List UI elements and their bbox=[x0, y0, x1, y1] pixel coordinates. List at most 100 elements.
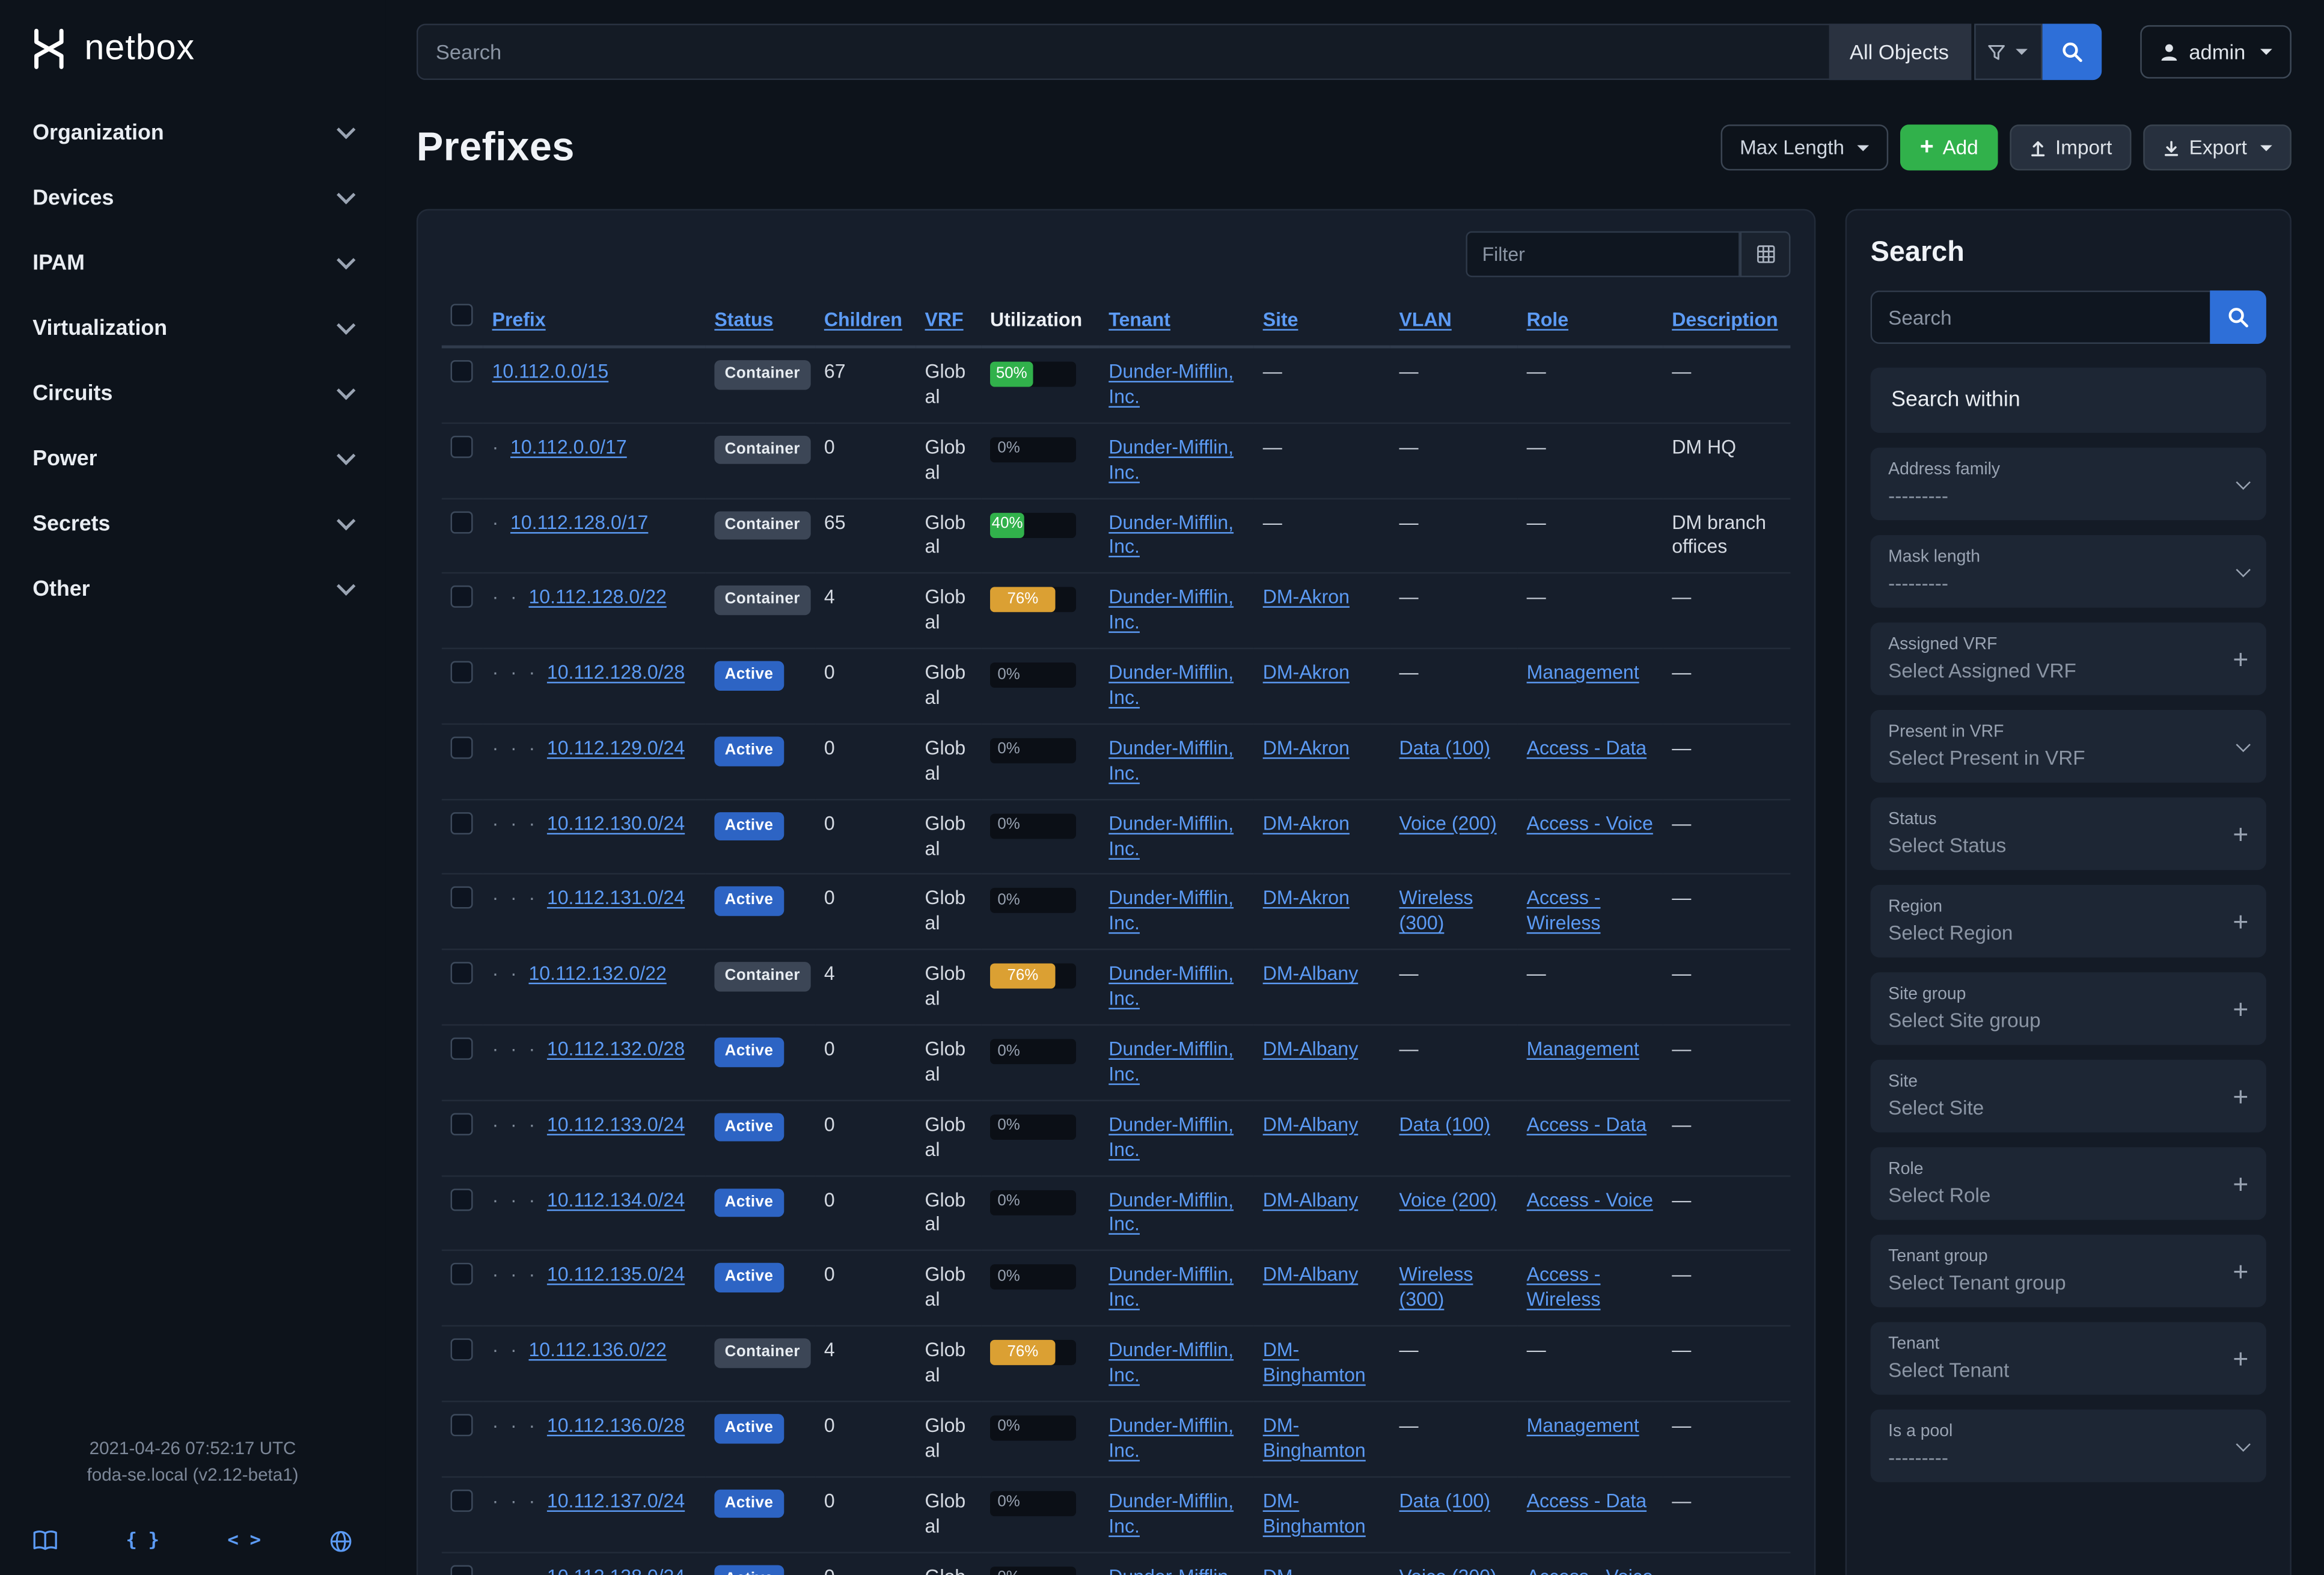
row-checkbox[interactable] bbox=[450, 1338, 473, 1361]
filter-field-tenant[interactable]: Tenant Select Tenant + bbox=[1870, 1322, 2266, 1395]
site-link[interactable]: DM-Binghamton bbox=[1262, 1338, 1366, 1386]
vlan-link[interactable]: Wireless (300) bbox=[1399, 1263, 1473, 1311]
tenant-link[interactable]: Dunder-Mifflin, Inc. bbox=[1108, 661, 1234, 709]
role-link[interactable]: Access - Voice bbox=[1526, 1188, 1653, 1211]
site-link[interactable]: DM-Albany bbox=[1262, 1263, 1359, 1286]
vlan-link[interactable]: Voice (200) bbox=[1399, 1188, 1497, 1211]
site-link[interactable]: DM-Akron bbox=[1262, 887, 1350, 910]
tenant-link[interactable]: Dunder-Mifflin, Inc. bbox=[1108, 1188, 1234, 1236]
column-config-button[interactable] bbox=[1740, 231, 1791, 278]
site-link[interactable]: DM-Akron bbox=[1262, 736, 1350, 759]
tenant-link[interactable]: Dunder-Mifflin, Inc. bbox=[1108, 962, 1234, 1010]
role-link[interactable]: Management bbox=[1526, 661, 1639, 684]
prefix-link[interactable]: 10.112.133.0/24 bbox=[546, 1113, 685, 1136]
brand-logo[interactable]: netbox bbox=[21, 15, 365, 101]
column-sort-link[interactable]: Prefix bbox=[492, 308, 546, 331]
row-checkbox[interactable] bbox=[450, 1564, 473, 1575]
vlan-link[interactable]: Voice (200) bbox=[1399, 1564, 1497, 1575]
filter-field-present-in-vrf[interactable]: Present in VRF Select Present in VRF bbox=[1870, 710, 2266, 783]
prefix-link[interactable]: 10.112.131.0/24 bbox=[546, 887, 685, 910]
tenant-link[interactable]: Dunder-Mifflin, Inc. bbox=[1108, 812, 1234, 860]
column-sort-link[interactable]: Role bbox=[1526, 308, 1569, 331]
filter-field-tenant-group[interactable]: Tenant group Select Tenant group + bbox=[1870, 1234, 2266, 1307]
prefix-link[interactable]: 10.112.136.0/28 bbox=[546, 1414, 685, 1437]
tenant-link[interactable]: Dunder-Mifflin, Inc. bbox=[1108, 1489, 1234, 1537]
prefix-link[interactable]: 10.112.138.0/24 bbox=[547, 1564, 685, 1575]
site-link[interactable]: DM-Akron bbox=[1262, 812, 1350, 834]
panel-search-button[interactable] bbox=[2210, 290, 2266, 344]
search-filter-button[interactable] bbox=[1974, 23, 2043, 81]
role-link[interactable]: Access - Data bbox=[1526, 736, 1647, 759]
column-sort-link[interactable]: VLAN bbox=[1399, 308, 1452, 331]
select-all-checkbox[interactable] bbox=[450, 304, 473, 326]
sidebar-item-organization[interactable]: Organization bbox=[21, 101, 365, 166]
site-link[interactable]: DM-Binghamton bbox=[1262, 1414, 1366, 1461]
export-button[interactable]: Export bbox=[2143, 124, 2292, 171]
row-checkbox[interactable] bbox=[450, 812, 473, 834]
prefix-link[interactable]: 10.112.128.0/22 bbox=[528, 586, 667, 608]
tenant-link[interactable]: Dunder-Mifflin, Inc. bbox=[1108, 1414, 1234, 1461]
panel-search-input[interactable] bbox=[1870, 290, 2210, 344]
site-link[interactable]: DM-Albany bbox=[1262, 962, 1359, 985]
row-checkbox[interactable] bbox=[450, 435, 473, 458]
column-sort-link[interactable]: Children bbox=[824, 308, 902, 331]
column-sort-link[interactable]: Tenant bbox=[1108, 308, 1170, 331]
filter-field-site[interactable]: Site Select Site + bbox=[1870, 1059, 2266, 1133]
sidebar-item-secrets[interactable]: Secrets bbox=[21, 492, 365, 557]
docs-book-icon[interactable] bbox=[32, 1530, 58, 1552]
role-link[interactable]: Management bbox=[1526, 1037, 1639, 1060]
vlan-link[interactable]: Data (100) bbox=[1399, 736, 1490, 759]
prefix-link[interactable]: 10.112.0.0/17 bbox=[510, 435, 627, 458]
site-link[interactable]: DM-Akron bbox=[1262, 586, 1350, 608]
user-menu-button[interactable]: admin bbox=[2139, 25, 2292, 79]
tenant-link[interactable]: Dunder-Mifflin, Inc. bbox=[1108, 1338, 1234, 1386]
global-search-submit-button[interactable] bbox=[2042, 23, 2102, 81]
row-checkbox[interactable] bbox=[450, 1113, 473, 1136]
filter-field-status[interactable]: Status Select Status + bbox=[1870, 797, 2266, 870]
sidebar-item-devices[interactable]: Devices bbox=[21, 166, 365, 231]
filter-field-role[interactable]: Role Select Role + bbox=[1870, 1147, 2266, 1220]
prefix-link[interactable]: 10.112.130.0/24 bbox=[546, 812, 685, 834]
vlan-link[interactable]: Data (100) bbox=[1399, 1489, 1490, 1512]
sidebar-item-other[interactable]: Other bbox=[21, 557, 365, 622]
row-checkbox[interactable] bbox=[450, 1489, 473, 1512]
row-checkbox[interactable] bbox=[450, 962, 473, 985]
column-sort-link[interactable]: Site bbox=[1262, 308, 1298, 331]
site-link[interactable]: DM-Albany bbox=[1262, 1188, 1359, 1211]
sidebar-item-virtualization[interactable]: Virtualization bbox=[21, 296, 365, 361]
row-checkbox[interactable] bbox=[450, 586, 473, 608]
site-link[interactable]: DM-Albany bbox=[1262, 1037, 1359, 1060]
role-link[interactable]: Access - Voice bbox=[1526, 812, 1653, 834]
vlan-link[interactable]: Voice (200) bbox=[1399, 812, 1497, 834]
tenant-link[interactable]: Dunder-Mifflin, Inc. bbox=[1108, 1564, 1234, 1575]
filter-field-mask-length[interactable]: Mask length --------- bbox=[1870, 535, 2266, 608]
prefix-link[interactable]: 10.112.128.0/17 bbox=[510, 510, 649, 533]
role-link[interactable]: Access - Data bbox=[1526, 1113, 1647, 1136]
site-link[interactable]: DM-Albany bbox=[1262, 1113, 1359, 1136]
search-scope-button[interactable]: All Objects bbox=[1829, 23, 1971, 81]
column-sort-link[interactable]: Description bbox=[1672, 308, 1778, 331]
api-braces-icon[interactable]: { } bbox=[126, 1528, 160, 1551]
site-link[interactable]: DM-Binghamton bbox=[1263, 1564, 1366, 1575]
row-checkbox[interactable] bbox=[450, 510, 473, 533]
tenant-link[interactable]: Dunder-Mifflin, Inc. bbox=[1108, 360, 1234, 408]
tenant-link[interactable]: Dunder-Mifflin, Inc. bbox=[1108, 586, 1234, 634]
prefix-link[interactable]: 10.112.137.0/24 bbox=[546, 1489, 685, 1512]
filter-field-site-group[interactable]: Site group Select Site group + bbox=[1870, 972, 2266, 1045]
row-checkbox[interactable] bbox=[450, 1414, 473, 1437]
row-checkbox[interactable] bbox=[450, 736, 473, 759]
role-link[interactable]: Management bbox=[1526, 1414, 1639, 1437]
add-button[interactable]: + Add bbox=[1900, 124, 1998, 171]
max-length-button[interactable]: Max Length bbox=[1720, 124, 1889, 171]
tenant-link[interactable]: Dunder-Mifflin, Inc. bbox=[1108, 1113, 1234, 1160]
code-brackets-icon[interactable]: < > bbox=[227, 1528, 261, 1551]
search-within-option[interactable]: Search within bbox=[1870, 367, 2266, 433]
prefix-link[interactable]: 10.112.129.0/24 bbox=[546, 736, 685, 759]
row-checkbox[interactable] bbox=[450, 360, 473, 383]
global-search-input[interactable] bbox=[416, 23, 1829, 81]
prefix-link[interactable]: 10.112.132.0/28 bbox=[546, 1037, 685, 1060]
role-link[interactable]: Access - Data bbox=[1526, 1489, 1647, 1512]
role-link[interactable]: Access - Wireless bbox=[1526, 887, 1601, 935]
site-link[interactable]: DM-Binghamton bbox=[1262, 1489, 1366, 1537]
row-checkbox[interactable] bbox=[450, 887, 473, 910]
